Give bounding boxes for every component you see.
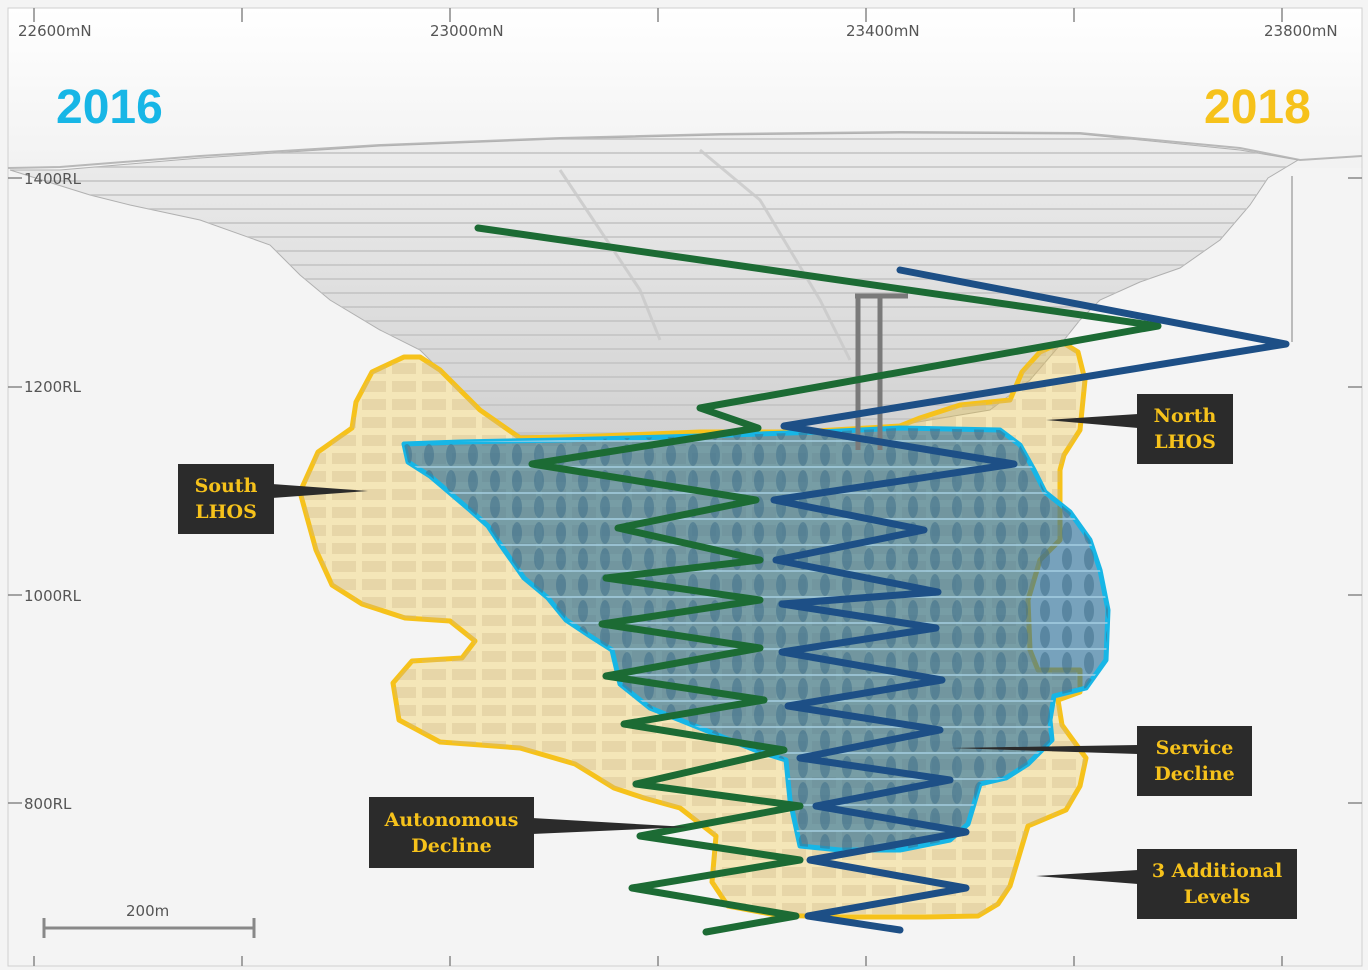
left-ticks (8, 177, 22, 804)
northing-label: 23800mN (1264, 22, 1338, 40)
frame (7, 7, 1363, 967)
callout-line: Levels (1183, 886, 1251, 908)
outline-2016 (401, 425, 1111, 853)
levels-pointer (1036, 870, 1138, 884)
autonomous-decline (474, 224, 1162, 936)
right-ticks (1348, 177, 1362, 804)
callout-line: LHOS (195, 501, 257, 523)
top-ticks (33, 8, 1283, 22)
callout-line: Decline (1154, 763, 1235, 785)
ground-surface (7, 130, 1363, 169)
northing-label: 23400mN (846, 22, 920, 40)
northing-label: 23000mN (430, 22, 504, 40)
callout-line: 3 Additional (1151, 860, 1283, 882)
callout-line: LHOS (1154, 431, 1216, 453)
northing-label: 22600mN (18, 22, 92, 40)
year-2018-label: 2018 (1204, 81, 1311, 134)
autonomous-pointer (532, 818, 688, 834)
callout-north-lhos: North LHOS (1137, 394, 1233, 464)
callout-line: Service (1155, 737, 1234, 759)
north-pointer (1046, 414, 1138, 428)
callout-additional-levels: 3 Additional Levels (1137, 849, 1297, 919)
callout-autonomous-decline: Autonomous Decline (369, 797, 534, 868)
scale-bar (42, 918, 256, 938)
service-pointer (950, 745, 1138, 754)
callout-south-lhos: South LHOS (178, 464, 274, 534)
service-decline (770, 266, 1290, 934)
callout-line: Autonomous (384, 808, 519, 831)
callout-pointers (272, 414, 1138, 884)
year-2016-label: 2016 (56, 81, 163, 134)
rl-label: 1000RL (24, 587, 81, 605)
rl-label: 1400RL (24, 170, 81, 188)
south-pointer (272, 484, 368, 498)
callout-line: South (194, 475, 258, 497)
rl-label: 800RL (24, 795, 72, 813)
callout-service-decline: Service Decline (1137, 726, 1252, 796)
bottom-ticks (33, 956, 1283, 966)
scale-bar-label: 200m (126, 902, 170, 920)
callout-line: Decline (411, 834, 492, 857)
rl-label: 1200RL (24, 378, 81, 396)
callout-line: North (1153, 405, 1217, 427)
